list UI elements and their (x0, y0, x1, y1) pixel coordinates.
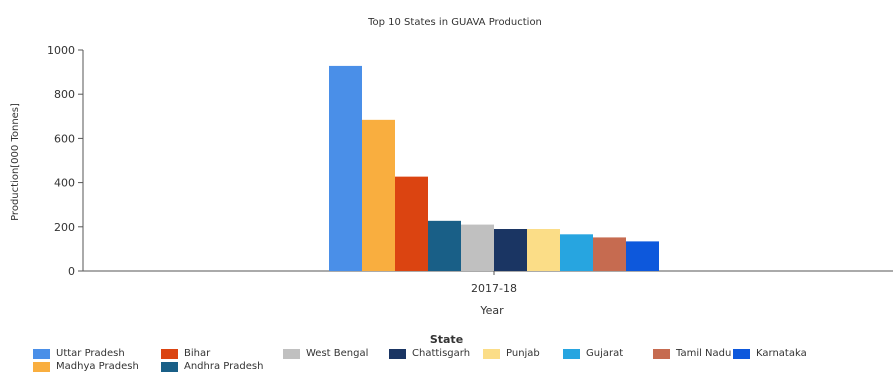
legend-swatch (653, 348, 670, 359)
legend-item: Madhya Pradesh (33, 361, 139, 372)
legend-label: Andhra Pradesh (184, 361, 264, 372)
legend-label: Gujarat (586, 348, 624, 359)
bar-madhya-pradesh (362, 119, 395, 271)
legend-title: State (429, 333, 464, 346)
y-tick-label: 800 (54, 88, 75, 101)
legend-label: Punjab (506, 348, 540, 359)
plot-area: 0 200 400 600 800 1000 2017-18 (47, 44, 893, 295)
bar-punjab (527, 229, 560, 271)
chart-canvas: Top 10 States in GUAVA Production Produc… (10, 17, 893, 317)
legend-swatch (33, 361, 50, 372)
legend-swatch (483, 348, 500, 359)
bar-gujarat (560, 234, 593, 271)
bar-west-bengal (461, 224, 494, 271)
y-tick-label: 600 (54, 132, 75, 145)
y-tick-label: 400 (54, 177, 75, 190)
x-tick-label: 2017-18 (471, 282, 517, 295)
legend-swatch (563, 348, 580, 359)
legend-label: Tamil Nadu (676, 348, 732, 359)
legend-label: Chattisgarh (412, 348, 471, 359)
y-axis-label: Production[000 Tonnes] (10, 103, 21, 221)
legend-item: Punjab (483, 348, 540, 359)
legend-swatch (161, 361, 178, 372)
y-tick-label: 200 (54, 221, 75, 234)
legend-label: Uttar Pradesh (56, 348, 125, 359)
legend-label: Madhya Pradesh (56, 361, 139, 372)
legend-label: West Bengal (306, 348, 369, 359)
legend-item: Tamil Nadu (653, 348, 731, 359)
legend-swatch (161, 348, 178, 359)
legend-item: Gujarat (563, 348, 623, 359)
bar-andhra-pradesh (428, 220, 461, 271)
legend-swatch (33, 348, 50, 359)
legend-item: Karnataka (733, 348, 807, 359)
legend-label: Bihar (184, 348, 211, 359)
bar-bihar (395, 176, 428, 271)
legend-swatch (733, 348, 750, 359)
legend-swatch (389, 348, 406, 359)
bar-uttar-pradesh (329, 65, 362, 271)
bar-tamil-nadu (593, 237, 626, 271)
chart-title: Top 10 States in GUAVA Production (367, 17, 542, 28)
legend-label: Karnataka (756, 348, 807, 359)
bar-chattisgarh (494, 229, 527, 271)
legend-swatch (283, 348, 300, 359)
bar-karnataka (626, 241, 659, 271)
legend-item: Andhra Pradesh (161, 361, 263, 372)
legend-item: Chattisgarh (389, 348, 470, 359)
x-axis-label: Year (479, 304, 504, 317)
legend-item: West Bengal (283, 348, 368, 359)
legend-item: Uttar Pradesh (33, 348, 125, 359)
legend-item: Bihar (161, 348, 210, 359)
y-tick-label: 1000 (47, 44, 75, 57)
y-tick-label: 0 (68, 265, 75, 278)
